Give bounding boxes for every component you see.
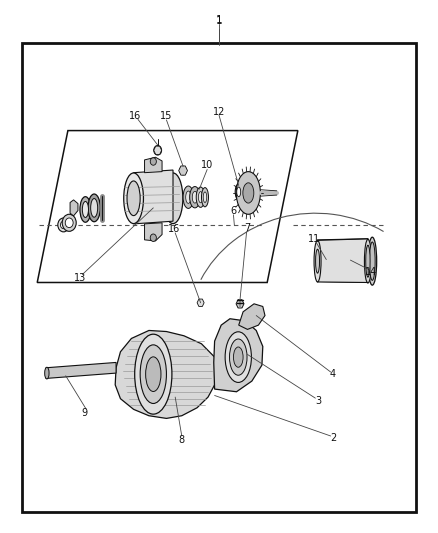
Ellipse shape — [203, 192, 207, 203]
Ellipse shape — [127, 181, 140, 215]
Text: 15: 15 — [160, 111, 173, 120]
Polygon shape — [197, 299, 204, 306]
Ellipse shape — [243, 183, 254, 203]
Polygon shape — [46, 362, 116, 378]
Ellipse shape — [364, 239, 371, 283]
Polygon shape — [145, 157, 162, 173]
Ellipse shape — [225, 332, 251, 383]
Ellipse shape — [91, 199, 98, 217]
Ellipse shape — [186, 191, 191, 204]
Ellipse shape — [190, 187, 200, 208]
Ellipse shape — [140, 345, 166, 403]
Ellipse shape — [196, 187, 205, 207]
Text: 16: 16 — [168, 224, 180, 234]
Ellipse shape — [237, 187, 241, 197]
Ellipse shape — [80, 197, 91, 222]
Polygon shape — [145, 223, 162, 241]
Polygon shape — [115, 330, 219, 418]
Ellipse shape — [230, 339, 247, 375]
Text: 6: 6 — [230, 206, 237, 216]
Circle shape — [154, 146, 162, 155]
Text: 1: 1 — [215, 17, 223, 26]
Polygon shape — [134, 170, 173, 224]
Polygon shape — [239, 304, 265, 329]
Text: 2: 2 — [331, 433, 337, 443]
Text: 12: 12 — [213, 107, 225, 117]
Circle shape — [180, 166, 187, 175]
Text: 16: 16 — [129, 111, 141, 121]
Ellipse shape — [82, 201, 88, 217]
Ellipse shape — [163, 173, 183, 224]
Text: 14: 14 — [365, 267, 378, 277]
Polygon shape — [70, 200, 78, 216]
Polygon shape — [236, 300, 244, 308]
Circle shape — [58, 218, 69, 232]
Ellipse shape — [201, 188, 208, 207]
Ellipse shape — [192, 191, 198, 203]
Polygon shape — [154, 146, 162, 155]
Ellipse shape — [233, 347, 243, 367]
Text: 8: 8 — [179, 435, 185, 445]
Text: 1: 1 — [215, 15, 223, 25]
Circle shape — [62, 214, 76, 231]
Ellipse shape — [237, 172, 260, 214]
Ellipse shape — [124, 173, 143, 224]
Ellipse shape — [45, 367, 49, 379]
Ellipse shape — [314, 240, 321, 282]
Polygon shape — [214, 319, 263, 392]
Polygon shape — [318, 240, 368, 282]
Circle shape — [150, 234, 156, 241]
Text: 13: 13 — [74, 273, 86, 283]
Text: 3: 3 — [315, 396, 321, 406]
Polygon shape — [179, 166, 187, 175]
Ellipse shape — [198, 192, 203, 203]
Text: 7: 7 — [244, 223, 251, 233]
Ellipse shape — [88, 194, 100, 222]
Circle shape — [150, 158, 156, 165]
Ellipse shape — [183, 186, 194, 208]
Bar — [22, 43, 416, 512]
Ellipse shape — [145, 357, 161, 391]
Ellipse shape — [370, 242, 375, 280]
Ellipse shape — [315, 249, 320, 273]
Ellipse shape — [368, 237, 377, 285]
Text: 11: 11 — [308, 234, 321, 244]
Ellipse shape — [366, 245, 370, 277]
Text: 9: 9 — [81, 408, 88, 417]
Circle shape — [65, 218, 73, 228]
Text: 4: 4 — [330, 369, 336, 379]
Circle shape — [60, 221, 67, 229]
Ellipse shape — [134, 334, 172, 414]
Ellipse shape — [235, 184, 242, 200]
Text: 10: 10 — [201, 160, 213, 170]
